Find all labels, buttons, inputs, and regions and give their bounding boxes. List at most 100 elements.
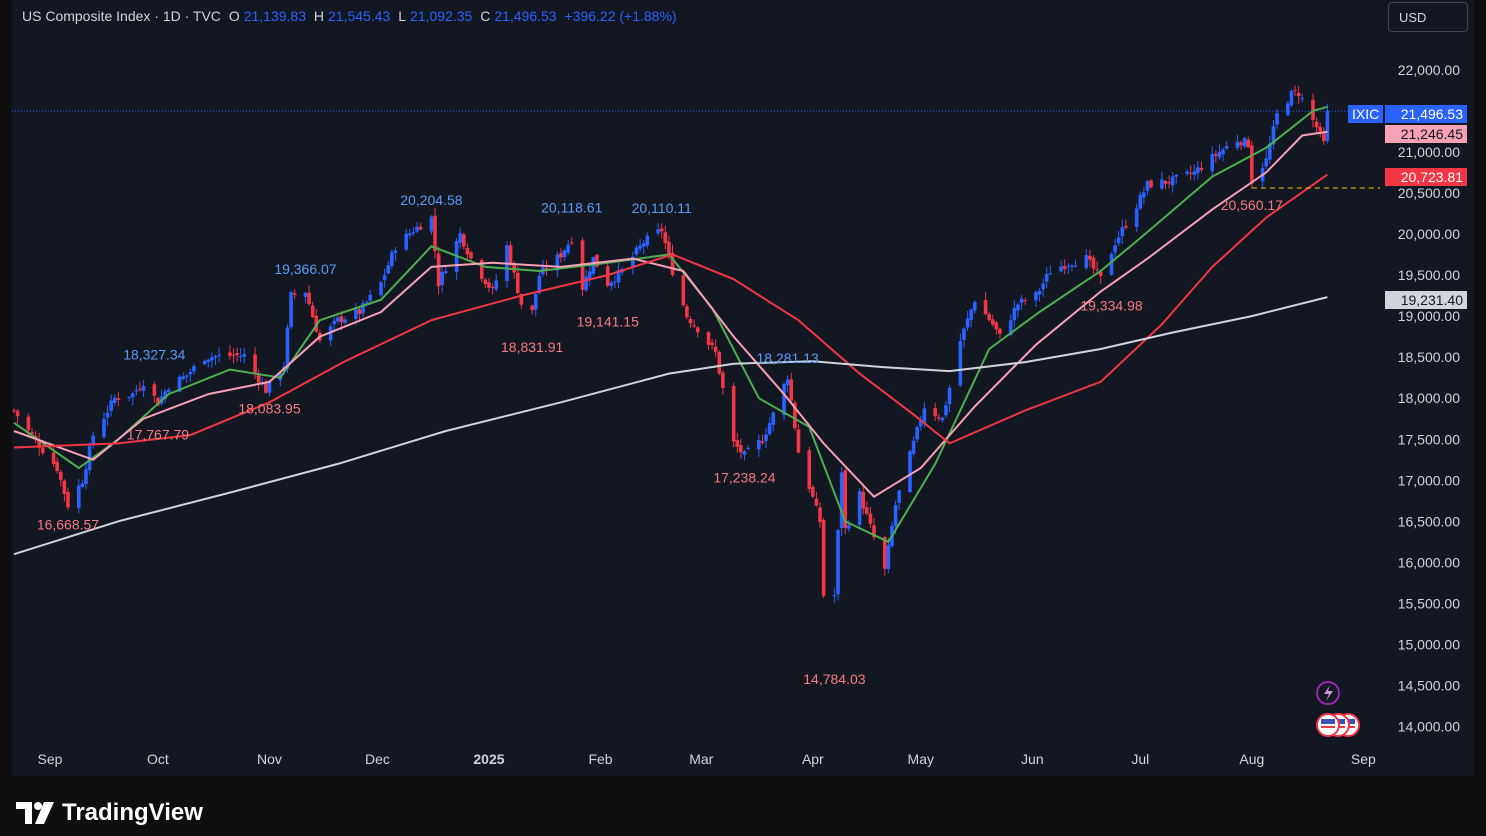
candle-body xyxy=(1199,168,1204,170)
price-annotation: 20,110.11 xyxy=(632,200,692,216)
candle-body xyxy=(411,232,416,234)
low-label: L xyxy=(398,8,406,24)
chart-area[interactable] xyxy=(12,0,1474,776)
candle-body xyxy=(1066,265,1071,267)
candle-body xyxy=(1048,273,1053,275)
candle-body xyxy=(886,544,891,570)
y-tick-label: 18,500.00 xyxy=(1398,349,1460,365)
candle-body xyxy=(479,260,484,279)
candle-body xyxy=(469,252,473,259)
candle-body xyxy=(911,440,916,454)
candle-body xyxy=(1134,208,1139,228)
candle-body xyxy=(1016,304,1020,311)
candle-body xyxy=(152,384,157,396)
moving-average-line xyxy=(13,105,1328,544)
candle-body xyxy=(717,351,722,374)
candle-body xyxy=(1221,149,1225,155)
candle-body xyxy=(461,234,466,247)
price-annotation: 20,118.61 xyxy=(541,199,602,215)
candle-body xyxy=(429,216,434,232)
candle-body xyxy=(458,233,462,243)
candle-body xyxy=(1311,99,1315,120)
candle-body xyxy=(1037,290,1042,295)
candle-body xyxy=(710,342,714,346)
candle-body xyxy=(84,469,88,485)
tradingview-logo[interactable]: TradingView xyxy=(16,798,203,828)
candle-body xyxy=(847,525,851,529)
candle-body xyxy=(1073,265,1078,267)
candle-body xyxy=(386,265,391,274)
candle-body xyxy=(418,226,423,230)
candle-body xyxy=(134,390,139,392)
candle-body xyxy=(264,382,268,393)
candle-body xyxy=(832,595,837,597)
candle-body xyxy=(972,302,977,311)
candle-body xyxy=(404,233,409,250)
candle-body xyxy=(343,319,347,323)
candle-body xyxy=(494,280,498,290)
candle-body xyxy=(692,325,696,327)
low-value: 21,092.35 xyxy=(410,8,473,24)
candle-body xyxy=(1239,142,1243,146)
currency-button[interactable]: USD xyxy=(1388,2,1468,32)
candle-body xyxy=(192,366,196,372)
price-annotation: 20,204.58 xyxy=(400,192,462,208)
candle-body xyxy=(292,293,297,295)
candle-body xyxy=(408,233,412,236)
candle-body xyxy=(641,243,646,247)
candle-body xyxy=(713,346,718,352)
symbol-title: US Composite Index · 1D · TVC xyxy=(22,8,221,24)
candle-body xyxy=(1084,255,1089,268)
candle-body xyxy=(393,250,398,253)
symbol-badge: IXIC xyxy=(1348,105,1384,123)
candle-body xyxy=(1062,266,1067,269)
candle-body xyxy=(206,359,211,362)
last-price-badge: 21,496.53 xyxy=(1385,105,1467,123)
x-tick-label: Apr xyxy=(802,751,824,767)
candle-body xyxy=(1264,158,1269,167)
candle-body xyxy=(990,319,995,325)
candle-body xyxy=(681,275,686,306)
x-tick-label: Sep xyxy=(1351,751,1376,767)
x-tick-label: Feb xyxy=(588,751,612,767)
candle-body xyxy=(364,301,369,303)
candle-body xyxy=(789,379,794,401)
candle-body xyxy=(818,507,822,523)
candle-body xyxy=(1142,192,1146,198)
candle-body xyxy=(285,327,290,369)
flag-canton-icon xyxy=(1321,719,1335,724)
y-tick-label: 19,000.00 xyxy=(1398,308,1460,324)
candle-body xyxy=(685,306,689,318)
candle-body xyxy=(987,314,991,321)
candle-body xyxy=(947,387,952,405)
candle-body xyxy=(1044,273,1049,282)
flag-stripe-icon xyxy=(1321,726,1335,728)
candle-body xyxy=(663,232,668,244)
candle-body xyxy=(638,245,642,249)
candle-body xyxy=(1185,171,1189,174)
candle-body xyxy=(1160,179,1164,189)
candle-body xyxy=(30,432,34,435)
candle-body xyxy=(354,309,358,319)
price-annotation: 18,083.95 xyxy=(238,400,300,416)
candle-body xyxy=(253,354,257,373)
candle-body xyxy=(785,379,790,386)
candle-body xyxy=(436,253,441,287)
candle-body xyxy=(1318,126,1323,132)
candle-body xyxy=(1138,194,1143,209)
candle-body xyxy=(958,340,963,386)
candle-body xyxy=(857,490,862,525)
candle-body xyxy=(922,408,927,423)
price-annotation: 16,668.57 xyxy=(37,517,99,533)
open-label: O xyxy=(228,8,240,24)
candle-body xyxy=(66,492,70,508)
candle-body xyxy=(1293,90,1297,92)
candle-body xyxy=(368,294,373,301)
candle-body xyxy=(908,451,912,493)
candle-body xyxy=(166,389,171,393)
candle-body xyxy=(15,410,20,417)
candle-body xyxy=(1091,257,1096,269)
moving-average-line xyxy=(13,173,1328,449)
candle-body xyxy=(303,293,308,298)
